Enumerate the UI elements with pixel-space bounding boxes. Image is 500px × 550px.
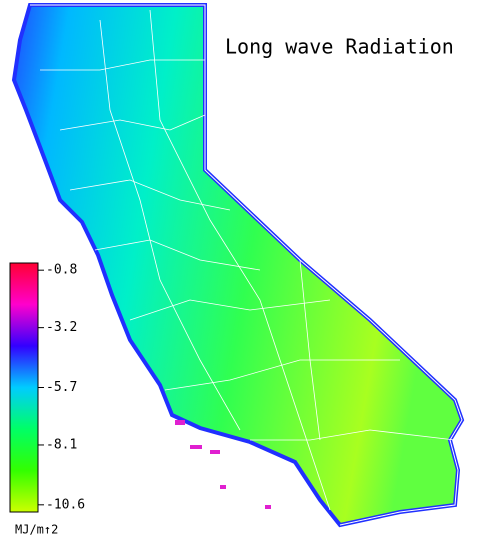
islands <box>175 420 271 509</box>
map-title: Long wave Radiation <box>225 35 454 59</box>
state-border <box>30 4 463 526</box>
colorbar <box>9 262 39 513</box>
colorbar-tick-label: -0.8 <box>46 263 77 278</box>
colorbar-tick-label: -8.1 <box>46 437 77 452</box>
colorbar-tick-label: -10.6 <box>46 497 85 512</box>
colorbar-tick-label: -5.7 <box>46 380 77 395</box>
county-lines <box>40 9 456 511</box>
colorbar-label: MJ/m↑2 <box>15 523 58 537</box>
colorbar-ticks: -0.8 -3.2 -5.7 -8.1 -10.6 <box>38 263 85 512</box>
state-map <box>11 3 465 528</box>
colorbar-tick-label: -3.2 <box>46 320 77 335</box>
